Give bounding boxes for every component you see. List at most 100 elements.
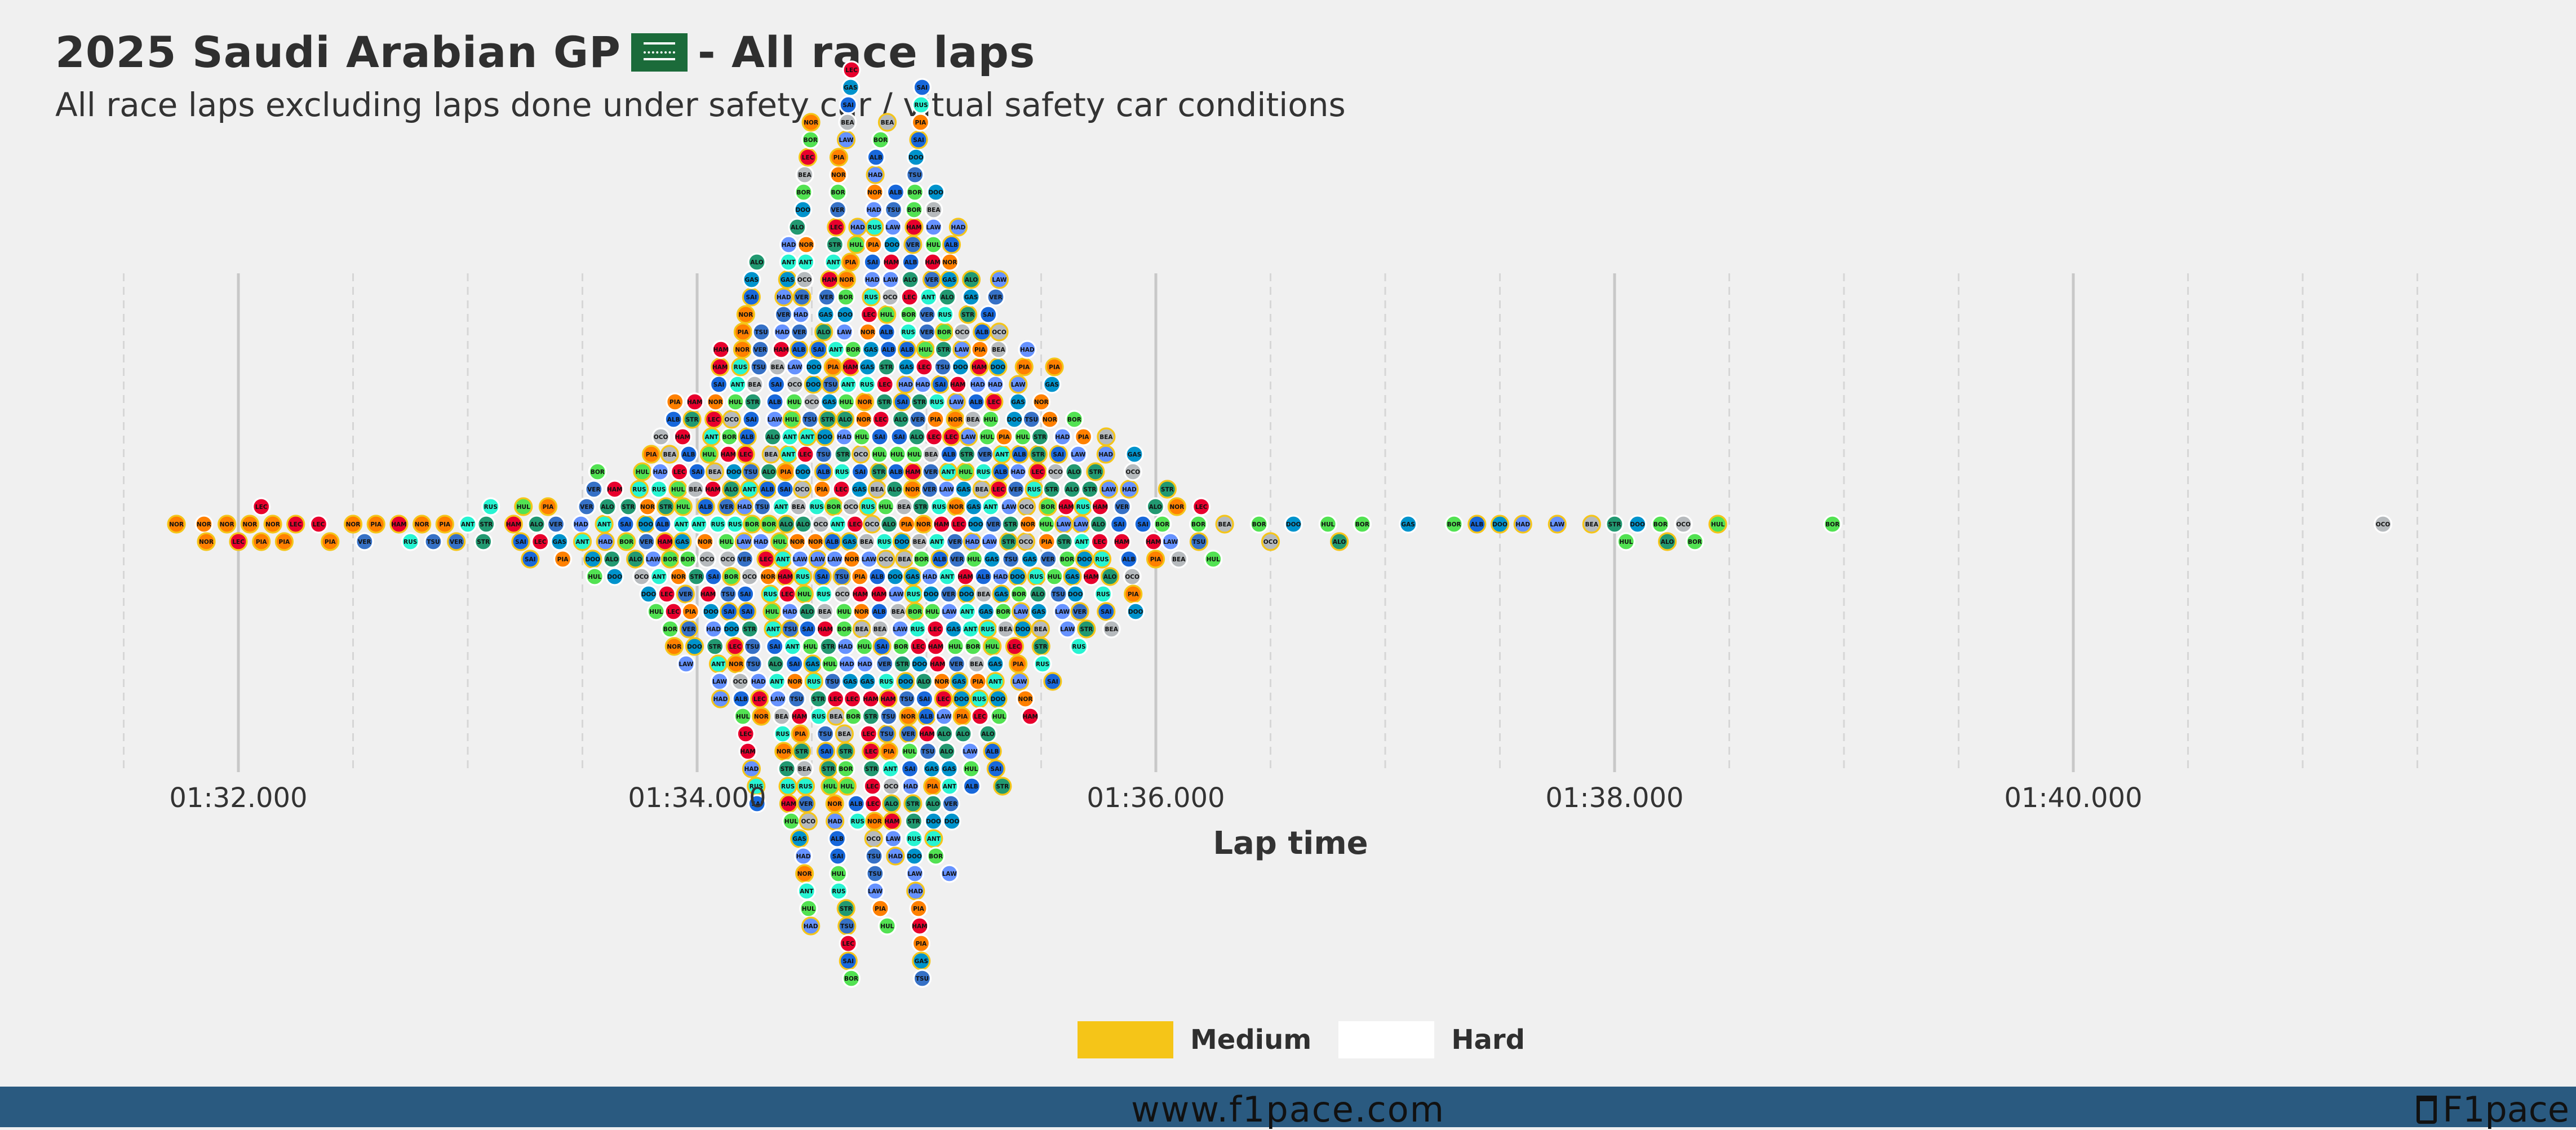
footer-url[interactable]: www.f1pace.com — [1130, 1089, 1446, 1130]
lap-point: NOR — [194, 515, 214, 534]
lap-point: NOR — [854, 410, 874, 429]
lap-point: NOR — [858, 322, 877, 342]
driver-code: GAS — [1066, 574, 1079, 580]
driver-code: VER — [911, 416, 924, 423]
driver-code: STR — [1002, 539, 1015, 546]
driver-code: TSU — [826, 679, 839, 685]
lap-point: HAD — [751, 532, 770, 551]
driver-code: DOO — [926, 818, 941, 825]
lap-marker — [252, 532, 271, 551]
driver-code: HAD — [796, 853, 811, 860]
driver-code: STR — [1035, 644, 1048, 650]
lap-point: SAI — [890, 427, 909, 446]
lap-point: TSU — [424, 532, 443, 551]
driver-code: ALO — [766, 434, 779, 441]
lap-point: DOO — [926, 183, 946, 202]
lap-point: ANT — [881, 759, 900, 778]
lap-point: ALB — [790, 340, 809, 359]
lap-marker — [962, 777, 982, 796]
lap-point: HAM — [910, 916, 929, 936]
lap-marker — [1146, 497, 1165, 516]
lap-point: VER — [792, 287, 812, 307]
lap-point: LAW — [859, 550, 879, 569]
lap-point: SAI — [809, 340, 828, 359]
driver-code: VER — [1009, 486, 1022, 493]
lap-point: GAS — [954, 480, 973, 499]
lap-point: RUS — [904, 584, 923, 604]
lap-point: ANT — [740, 480, 759, 499]
lap-point: PIA — [1037, 532, 1056, 551]
lap-marker — [1045, 357, 1064, 376]
lap-point: DOO — [793, 462, 813, 481]
driver-code: BOR — [874, 137, 888, 144]
lap-marker — [218, 515, 237, 534]
driver-code: TSU — [867, 853, 880, 860]
driver-code: ALO — [1103, 574, 1116, 580]
driver-code: LEC — [729, 644, 742, 650]
lap-point: HAM — [926, 637, 945, 656]
lap-marker — [942, 812, 961, 831]
lap-point: HAM — [719, 445, 738, 464]
lap-point: LEC — [778, 584, 797, 604]
driver-code: BOR — [1825, 521, 1839, 528]
lap-point: HAM — [738, 742, 757, 761]
lap-point: GAS — [1008, 392, 1028, 411]
driver-code: HUL — [986, 644, 999, 650]
lap-point: NOR — [1167, 497, 1186, 516]
driver-code: BEA — [818, 609, 832, 615]
lap-point: SAI — [798, 619, 817, 639]
lap-marker — [774, 287, 793, 307]
lap-marker — [733, 322, 753, 342]
lap-point: HAD — [801, 916, 821, 936]
lap-point: LAW — [785, 357, 805, 376]
lap-point: HUL — [855, 637, 874, 656]
lap-point: HUL — [770, 532, 790, 551]
lap-marker — [948, 375, 968, 394]
lap-point: ALB — [966, 392, 986, 411]
lap-point: VER — [584, 480, 604, 499]
driver-code: TSU — [900, 696, 913, 703]
lap-marker — [605, 567, 624, 586]
lap-point: SAI — [775, 480, 795, 499]
lap-point: LAW — [937, 480, 956, 499]
lap-point: BOR — [828, 183, 848, 202]
lap-point: NOR — [825, 794, 844, 813]
driver-code: HAD — [574, 521, 588, 528]
driver-code: HUL — [1321, 521, 1334, 528]
driver-code: HAD — [858, 661, 872, 668]
driver-code: HAM — [391, 521, 406, 528]
lap-point: STR — [1031, 637, 1050, 656]
lap-point: HUL — [1013, 427, 1032, 446]
beeswarm-chart: NOR NOR NOR NOR LEC NOR PIA LEC NOR PIA LEC LEC PIA N… — [123, 60, 2418, 988]
lap-marker — [521, 550, 540, 569]
driver-code: PIA — [972, 679, 984, 685]
lap-point: ALB — [868, 567, 887, 586]
driver-code: VER — [920, 329, 933, 336]
lap-marker — [801, 113, 821, 132]
driver-code: HAM — [1093, 504, 1108, 511]
driver-code: BOR — [745, 521, 759, 528]
lap-point: HUL — [1045, 567, 1064, 586]
driver-code: ALO — [981, 731, 994, 738]
lap-point: HUL — [1616, 532, 1635, 551]
lap-point: LAW — [1548, 515, 1567, 534]
driver-code: GAS — [819, 312, 832, 318]
driver-code: SAI — [916, 85, 928, 91]
lap-point: STR — [743, 392, 762, 411]
lap-point: LEC — [1028, 462, 1047, 481]
driver-code: HUL — [1048, 574, 1061, 580]
lap-marker — [1674, 515, 1693, 534]
driver-code: GAS — [806, 661, 819, 668]
driver-code: NOR — [858, 399, 872, 406]
driver-code: RUS — [861, 504, 875, 511]
lap-point: NOR — [796, 235, 816, 254]
driver-code: NOR — [671, 574, 686, 580]
driver-code: LEC — [846, 696, 859, 703]
driver-code: HAM — [712, 364, 728, 371]
lap-point: DOO — [702, 602, 721, 621]
lap-point: HAM — [883, 812, 902, 831]
lap-point: PIA — [791, 724, 810, 743]
driver-code: VER — [800, 801, 813, 808]
driver-code: HAM — [818, 626, 833, 633]
lap-point: DOO — [1008, 567, 1027, 586]
